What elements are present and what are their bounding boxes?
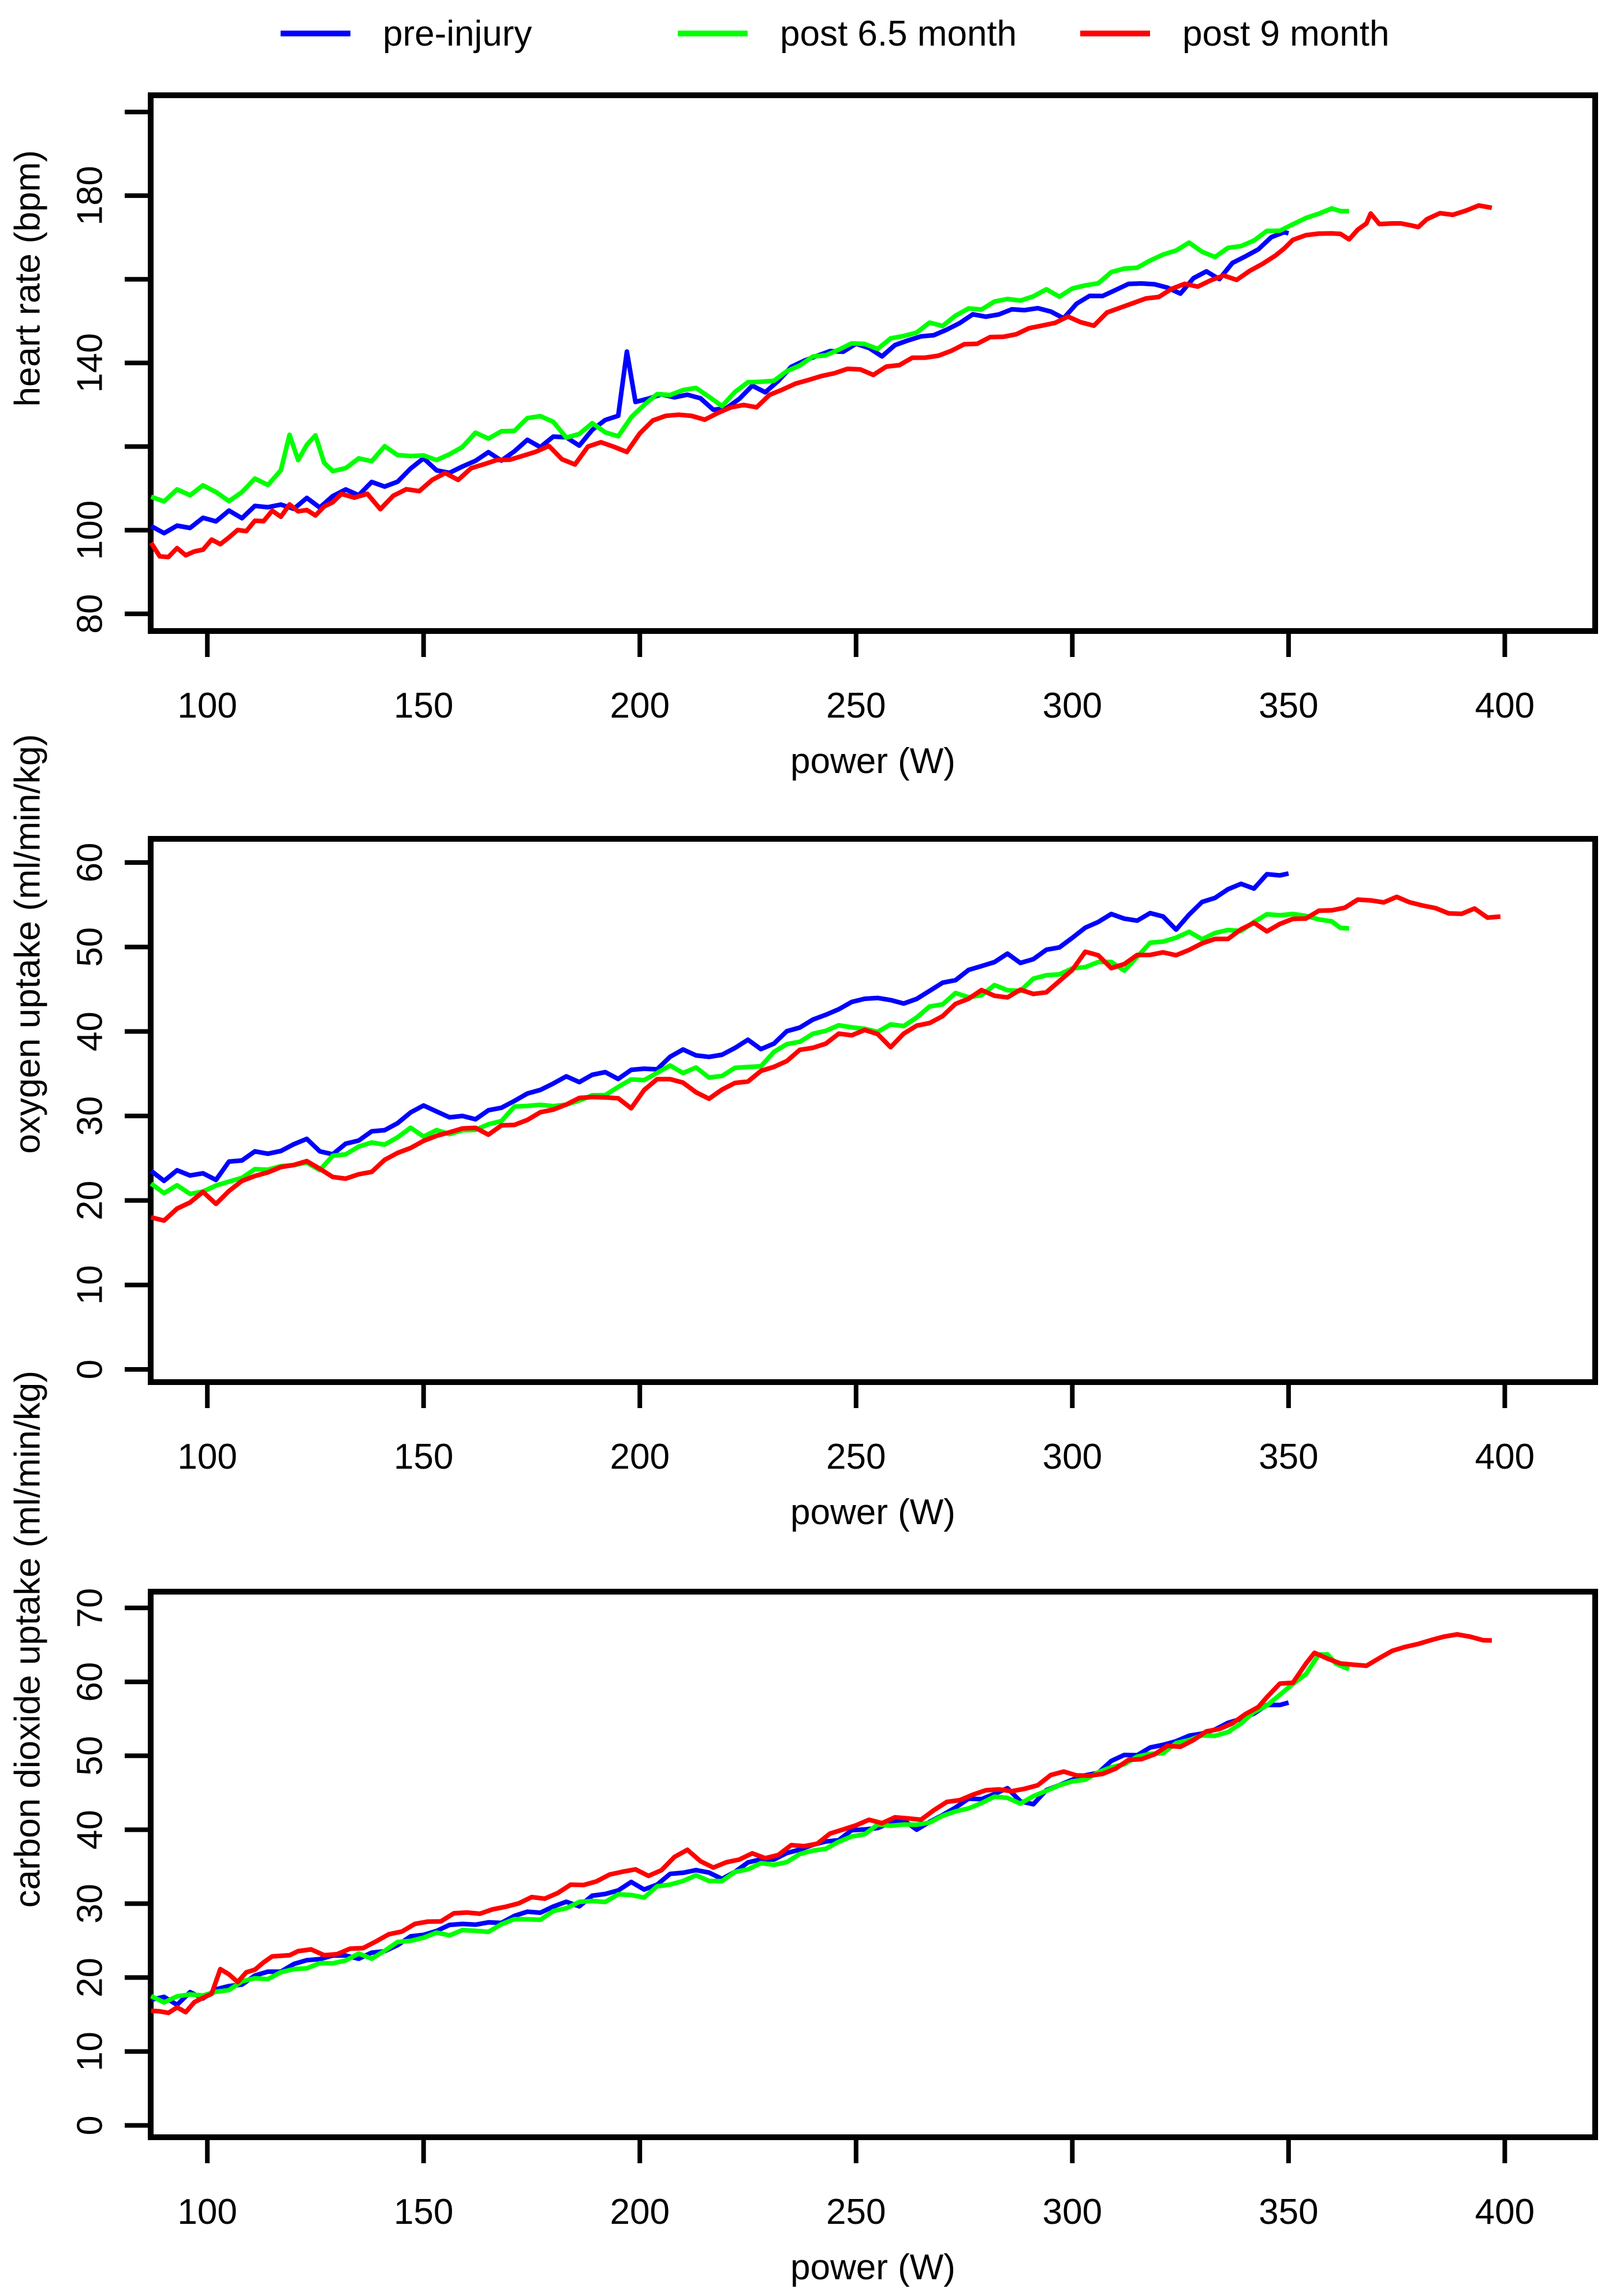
legend-item-post-9-month: post 9 month	[1080, 10, 1389, 57]
y-tick-label: 30	[70, 1096, 110, 1136]
x-axis-title-chart1: power (W)	[790, 741, 955, 781]
series-line-post-9-month	[150, 894, 1501, 1223]
legend-line-swatch-post-9-month	[1080, 31, 1150, 36]
x-tick-label: 150	[394, 686, 453, 726]
legend-line-swatch-pre-injury	[281, 31, 350, 36]
x-axis-title-chart3: power (W)	[790, 2248, 955, 2287]
y-tick-label: 100	[70, 501, 110, 560]
y-tick-label: 60	[70, 842, 110, 882]
x-tick-label: 200	[610, 686, 670, 726]
series-line-post-6-5-month	[150, 206, 1349, 504]
y-axis-title-heart-rate: heart rate (bpm)	[8, 150, 48, 407]
x-tick-label: 400	[1475, 686, 1535, 726]
y-axis-title-co2-uptake: carbon dioxide uptake (ml/min/kg)	[8, 1371, 48, 1908]
y-tick-label: 40	[70, 1011, 110, 1051]
x-tick-label: 200	[610, 1437, 670, 1477]
y-tick-label: 80	[70, 594, 110, 634]
legend-item-pre-injury: pre-injury	[281, 10, 532, 57]
x-tick-label: 400	[1475, 2192, 1535, 2232]
x-tick-label: 250	[826, 686, 886, 726]
series-line-post-9-month	[151, 1632, 1492, 2015]
legend: pre-injury post 6.5 month post 9 month	[0, 10, 1605, 57]
y-tick-label: 140	[70, 333, 110, 393]
plot-frame	[148, 1589, 1598, 2140]
y-tick-label: 180	[70, 166, 110, 225]
y-tick-label: 30	[70, 1884, 110, 1924]
series-line-pre-injury	[150, 230, 1289, 536]
x-tick-label: 200	[610, 2192, 670, 2232]
x-tick-label: 100	[177, 1437, 237, 1477]
x-tick-label: 250	[826, 1437, 886, 1477]
y-tick-label: 70	[70, 1588, 110, 1628]
x-tick-label: 350	[1259, 1437, 1318, 1477]
x-tick-label: 150	[394, 2192, 453, 2232]
y-tick-label: 0	[70, 1360, 110, 1379]
series-line-post-6-5-month	[150, 1652, 1350, 2005]
plot-frame	[148, 92, 1598, 634]
x-tick-label: 100	[177, 2192, 237, 2232]
y-tick-label: 20	[70, 1181, 110, 1220]
legend-item-post-6-5-month: post 6.5 month	[678, 10, 1017, 57]
legend-line-swatch-post-6-5-month	[678, 31, 748, 36]
x-tick-label: 250	[826, 2192, 886, 2232]
legend-label: post 9 month	[1182, 13, 1390, 54]
series-line-pre-injury	[150, 871, 1289, 1184]
x-tick-label: 150	[394, 1437, 453, 1477]
x-axis-title-chart2: power (W)	[790, 1492, 955, 1532]
y-tick-label: 20	[70, 1958, 110, 1998]
y-tick-label: 10	[70, 1265, 110, 1305]
series-line-post-6-5-month	[150, 912, 1350, 1197]
legend-label: pre-injury	[383, 13, 532, 54]
y-tick-label: 40	[70, 1810, 110, 1850]
x-tick-label: 350	[1259, 686, 1318, 726]
plot-frame	[148, 836, 1598, 1385]
x-tick-label: 350	[1259, 2192, 1318, 2232]
legend-label: post 6.5 month	[780, 13, 1017, 54]
y-tick-label: 10	[70, 2032, 110, 2071]
x-tick-label: 300	[1043, 686, 1102, 726]
x-tick-label: 300	[1043, 1437, 1102, 1477]
y-tick-label: 60	[70, 1662, 110, 1702]
y-tick-label: 50	[70, 927, 110, 967]
series-line-pre-injury	[150, 1700, 1289, 2007]
y-axis-title-oxygen-uptake: oxygen uptake (ml/min/kg)	[8, 734, 48, 1154]
x-tick-label: 400	[1475, 1437, 1535, 1477]
x-tick-label: 300	[1043, 2192, 1102, 2232]
x-tick-label: 100	[177, 686, 237, 726]
y-tick-label: 50	[70, 1736, 110, 1776]
y-tick-label: 0	[70, 2115, 110, 2135]
series-line-post-9-month	[149, 203, 1492, 559]
